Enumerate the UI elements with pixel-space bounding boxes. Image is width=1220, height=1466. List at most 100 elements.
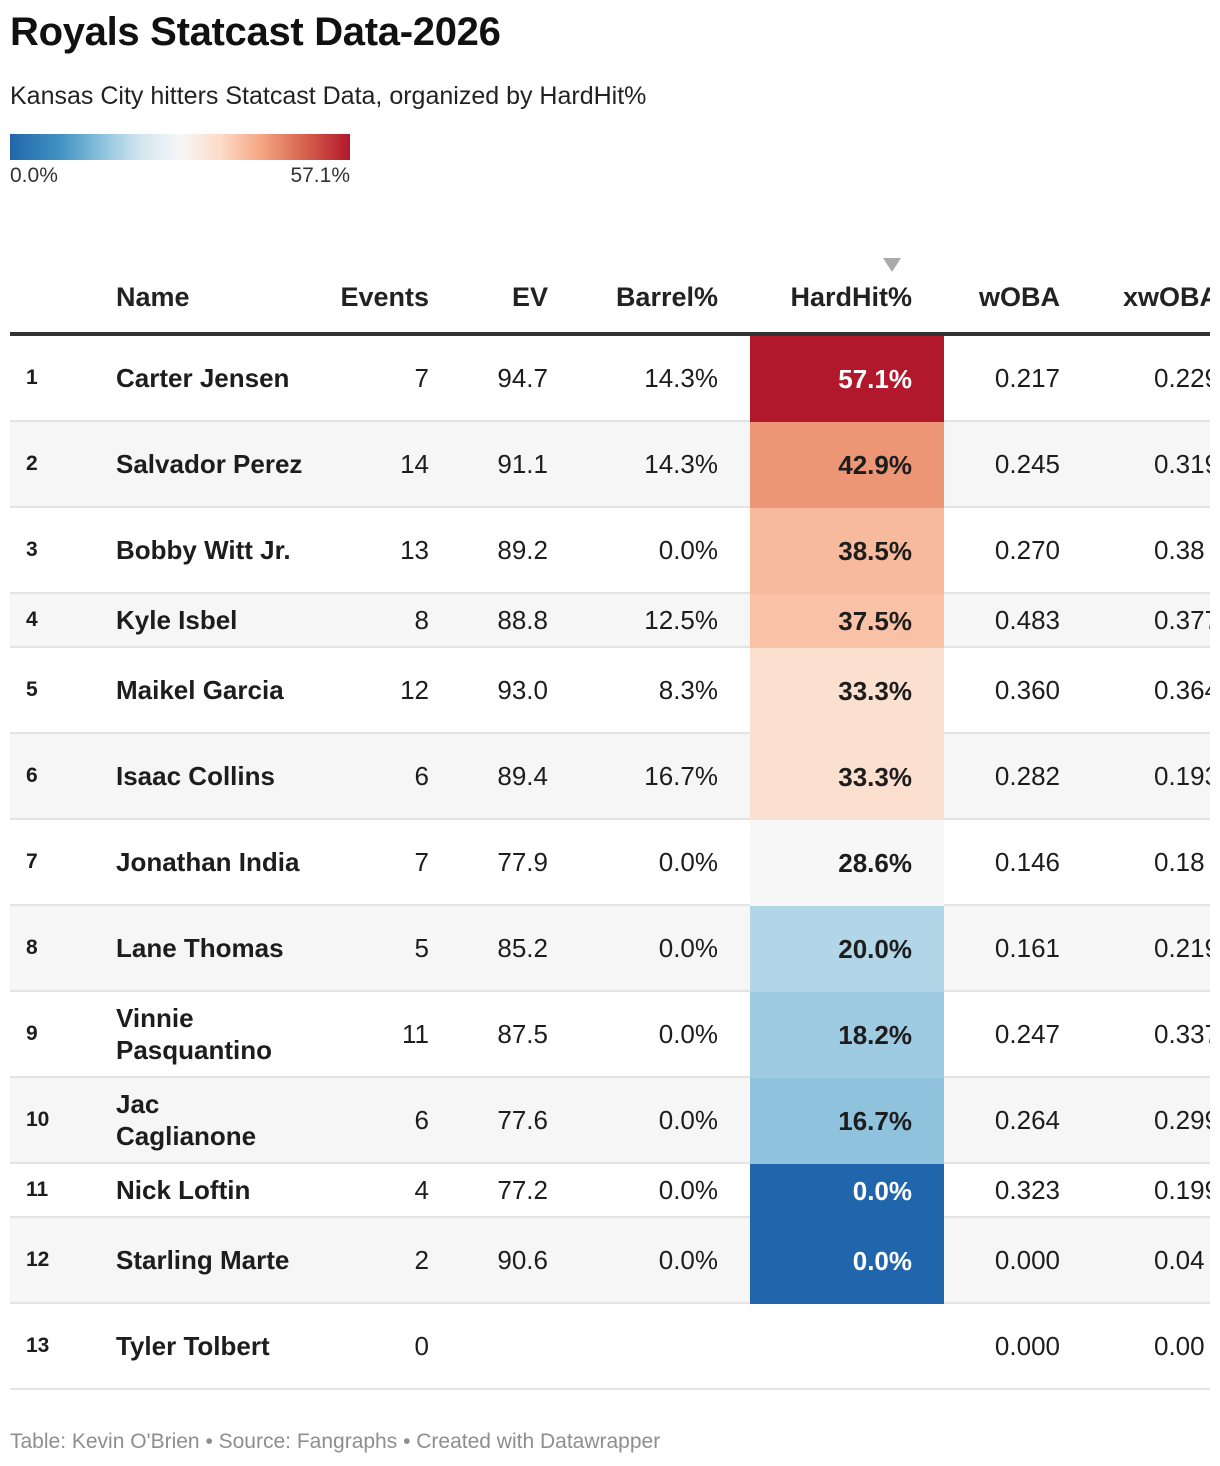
column-header-xwoba[interactable]: xwOBA [1123,282,1210,312]
table-header: Name Events EV Barrel% HardHit% wOBA xwO… [10,270,1210,336]
row-events: 11 [402,1018,429,1049]
row-hardhit-pct: 16.7% [750,1078,944,1164]
row-rank: 7 [26,850,38,873]
sort-descending-icon [883,258,901,272]
row-woba: 0.000 [994,1330,1060,1361]
legend-min-label: 0.0% [10,164,58,187]
table-row: 5 Maikel Garcia 12 93.0 8.3% 33.3% 0.360 0.364 [10,648,1210,734]
row-woba: 0.323 [994,1174,1060,1205]
row-woba: 0.161 [994,932,1060,963]
color-legend-bar [10,134,350,160]
table-row: 6 Isaac Collins 6 89.4 16.7% 33.3% 0.282 0.193 [10,734,1210,820]
footer-credits: Table: Kevin O'Brien • Source: Fangraphs… [10,1430,661,1453]
row-exit-velocity: 88.8 [497,604,548,635]
row-exit-velocity: 85.2 [497,932,548,963]
row-xwoba: 0.04 [1154,1244,1205,1275]
row-events: 7 [414,846,429,877]
table-subtitle: Kansas City hitters Statcast Data, organ… [10,82,647,110]
row-rank: 1 [26,366,38,389]
row-barrel-pct: 0.0% [658,1174,718,1205]
column-header-events[interactable]: Events [340,282,429,312]
row-xwoba: 0.319 [1154,448,1210,479]
table-row: 8 Lane Thomas 5 85.2 0.0% 20.0% 0.161 0.219 [10,906,1210,992]
row-rank: 6 [26,764,38,787]
row-events: 14 [400,448,429,479]
row-barrel-pct: 12.5% [644,604,718,635]
row-barrel-pct: 0.0% [658,1018,718,1049]
row-player-name: Salvador Perez [116,449,303,479]
row-player-name: Nick Loftin [116,1175,251,1205]
row-hardhit-pct: 0.0% [750,1218,944,1304]
row-player-name: Carter Jensen [116,363,290,393]
row-xwoba: 0.199 [1154,1174,1210,1205]
row-player-name: Starling Marte [116,1245,290,1275]
row-hardhit-pct: 37.5% [750,594,944,648]
row-barrel-pct [570,1304,718,1388]
table-row: 2 Salvador Perez 14 91.1 14.3% 42.9% 0.245 0.31… [10,422,1210,508]
row-exit-velocity [450,1304,548,1388]
row-events: 13 [400,534,429,565]
row-barrel-pct: 8.3% [658,674,718,705]
row-woba: 0.282 [994,760,1060,791]
row-barrel-pct: 16.7% [644,760,718,791]
row-player-name: Jac Caglianone [116,1089,257,1151]
row-xwoba: 0.299 [1154,1104,1210,1135]
table-row: 13 Tyler Tolbert 0 0.000 0.00 [10,1304,1210,1390]
row-barrel-pct: 14.3% [644,448,718,479]
row-xwoba: 0.364 [1154,674,1210,705]
row-rank: 4 [26,608,38,631]
row-player-name: Lane Thomas [116,933,284,963]
data-table: Name Events EV Barrel% HardHit% wOBA xwO… [10,270,1210,1410]
row-events: 5 [414,932,429,963]
column-header-ev[interactable]: EV [511,282,548,312]
row-barrel-pct: 0.0% [658,932,718,963]
row-xwoba: 0.229 [1154,362,1210,393]
row-exit-velocity: 77.6 [497,1104,548,1135]
row-woba: 0.360 [994,674,1060,705]
legend-max-label: 57.1% [290,164,350,187]
row-xwoba: 0.377 [1154,604,1210,635]
row-events: 7 [414,362,429,393]
row-player-name: Isaac Collins [116,761,275,791]
table-row: 11 Nick Loftin 4 77.2 0.0% 0.0% 0.323 0.199 [10,1164,1210,1218]
row-xwoba: 0.193 [1154,760,1210,791]
row-woba: 0.217 [994,362,1060,393]
table-row: 4 Kyle Isbel 8 88.8 12.5% 37.5% 0.483 0.377 [10,594,1210,648]
row-woba: 0.000 [994,1244,1060,1275]
row-player-name: Bobby Witt Jr. [116,535,291,565]
row-rank: 11 [26,1178,49,1201]
row-exit-velocity: 93.0 [497,674,548,705]
row-barrel-pct: 0.0% [658,534,718,565]
row-events: 8 [414,604,429,635]
row-hardhit-pct: 57.1% [750,336,944,422]
column-header-barrel[interactable]: Barrel% [615,282,718,312]
row-woba: 0.264 [994,1104,1060,1135]
row-rank: 2 [26,452,38,475]
row-player-name: Tyler Tolbert [116,1331,270,1361]
row-rank: 3 [26,538,38,561]
row-player-name: Maikel Garcia [116,675,284,705]
row-xwoba: 0.18 [1154,846,1205,877]
row-xwoba: 0.337 [1154,1018,1210,1049]
table-row: 10 Jac Caglianone 6 77.6 0.0% 16.7% 0.264 0.299 [10,1078,1210,1164]
row-hardhit-pct [750,1304,944,1388]
row-rank: 5 [26,678,38,701]
row-events: 0 [414,1330,429,1361]
column-header-woba[interactable]: wOBA [979,282,1060,312]
table-row: 12 Starling Marte 2 90.6 0.0% 0.0% 0.000 0.04 [10,1218,1210,1304]
table-title: Royals Statcast Data-2026 [10,10,501,54]
row-xwoba: 0.00 [1154,1330,1205,1361]
row-xwoba: 0.219 [1154,932,1210,963]
row-hardhit-pct: 20.0% [750,906,944,992]
table-row: 7 Jonathan India 7 77.9 0.0% 28.6% 0.146 0.18 [10,820,1210,906]
row-hardhit-pct: 38.5% [750,508,944,594]
row-rank: 10 [26,1108,50,1131]
row-rank: 8 [26,936,38,959]
column-header-hardhit[interactable]: HardHit% [790,282,912,312]
row-exit-velocity: 89.4 [497,760,548,791]
table-row: 9 Vinnie Pasquantino 11 87.5 0.0% 18.2% 0.247 0… [10,992,1210,1078]
table-row: 1 Carter Jensen 7 94.7 14.3% 57.1% 0.217 0.229 [10,336,1210,422]
column-header-name[interactable]: Name [116,282,190,312]
row-exit-velocity: 94.7 [497,362,548,393]
row-woba: 0.245 [994,448,1060,479]
